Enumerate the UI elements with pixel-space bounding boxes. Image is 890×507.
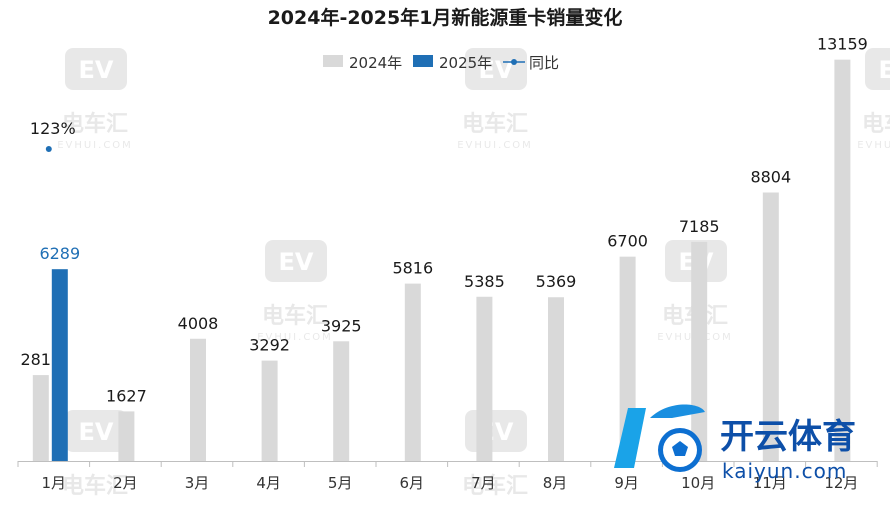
- bar-2024: [190, 338, 206, 461]
- x-axis: 1月 2月 3月 4月 5月 6月 7月 8月 9月 10月 11月 12月: [17, 461, 878, 492]
- data-label-2025: 6289: [39, 244, 80, 263]
- watermark-layer: EV 电车汇 EVHUI.COM EV 电车汇 EVHUI.COM EV 电车汇 EVHUI.C…: [57, 48, 890, 507]
- x-tick-label: 1月: [42, 474, 67, 492]
- legend: 2024年 2025年 同比: [323, 54, 559, 72]
- data-label-2024: 2817: [20, 350, 61, 369]
- x-tick-label: 4月: [256, 474, 281, 492]
- k-arm-shape: [650, 404, 705, 418]
- legend-label: 2025年: [439, 54, 492, 72]
- bar-2024: [691, 241, 708, 461]
- bar-2024: [261, 360, 278, 461]
- bar-2024: [762, 192, 779, 461]
- watermark-site: EVHUI.COM: [257, 332, 333, 343]
- watermark-brand: 电车汇: [62, 111, 128, 137]
- x-tick-label: 11月: [753, 474, 787, 492]
- data-label-2024: 5385: [464, 272, 505, 291]
- data-label-2024: 5816: [392, 259, 433, 278]
- watermark-site: EVHUI.COM: [857, 140, 890, 151]
- data-label-2024: 7185: [679, 217, 720, 236]
- x-tick-label: 2月: [113, 474, 138, 492]
- bars-layer: 2817 6289 123% 1627 4008 3292 3925 5816 5385 5369…: [20, 35, 868, 461]
- bar-2024: [834, 59, 851, 461]
- watermark-logo: EV: [479, 56, 514, 84]
- bar-2024: [118, 411, 135, 461]
- legend-label: 2024年: [349, 54, 402, 72]
- yoy-point: [45, 146, 52, 152]
- x-tick-label: 9月: [614, 474, 639, 492]
- watermark-brand: 电车汇: [462, 473, 528, 499]
- watermark-logo: EV: [79, 418, 114, 446]
- k-soccer-ball-icon: [614, 404, 705, 472]
- watermark-logo: EV: [279, 248, 314, 276]
- x-tick-label: 10月: [681, 474, 715, 492]
- watermark-logo-box: [865, 48, 890, 90]
- x-tick-label: 8月: [543, 474, 568, 492]
- x-tick-label: 7月: [471, 474, 496, 492]
- watermark-logo-box: [65, 410, 127, 452]
- bar-2024: [333, 341, 350, 461]
- watermark-site: EVHUI.COM: [457, 140, 533, 151]
- k-stroke-shape: [614, 408, 646, 468]
- watermark-site: EVHUI.COM: [57, 140, 133, 151]
- ball-patch: [672, 441, 688, 456]
- legend-label: 同比: [529, 54, 559, 72]
- bar-2025: [51, 269, 68, 461]
- data-label-2024: 1627: [106, 386, 147, 405]
- bar-2024: [548, 297, 564, 461]
- brand-name: 开云体育: [720, 417, 856, 457]
- legend-item: 同比: [503, 54, 559, 72]
- data-label-2024: 3925: [321, 316, 362, 335]
- x-tick-label: 12月: [824, 474, 858, 492]
- watermark-brand: 电车汇: [62, 473, 128, 499]
- legend-item: 2025年: [413, 54, 492, 72]
- data-label-2024: 13159: [817, 35, 868, 54]
- bar-2024: [32, 375, 49, 461]
- x-tick-label: 3月: [185, 474, 210, 492]
- legend-swatch: [323, 55, 343, 67]
- watermark-logo-box: [265, 240, 327, 282]
- brand-site: kaiyun.com: [722, 459, 847, 483]
- watermark: EV 电车汇 EVHUI.COM: [57, 48, 133, 151]
- watermark: EV 电车汇 EVHUI.COM: [257, 240, 333, 343]
- watermark-logo: EV: [79, 56, 114, 84]
- watermark-brand: 电车汇: [862, 111, 890, 137]
- legend-swatch-marker: [511, 59, 517, 65]
- bar-2024: [404, 283, 421, 461]
- data-label-2024: 4008: [178, 314, 219, 333]
- data-label-2024: 5369: [536, 272, 577, 291]
- x-tick-label: 5月: [328, 474, 353, 492]
- data-label-2024: 6700: [607, 232, 648, 251]
- legend-item: 2024年: [323, 54, 402, 72]
- data-label-2024: 8804: [750, 167, 791, 186]
- legend-swatch: [413, 55, 433, 67]
- bar-2024: [476, 296, 493, 461]
- watermark-logo: EV: [879, 56, 890, 84]
- x-tick-label: 6月: [400, 474, 425, 492]
- watermark-logo-box: [465, 48, 527, 90]
- watermark-brand: 电车汇: [462, 111, 528, 137]
- watermark: EV 电车汇 EVHUI.COM: [457, 48, 533, 151]
- data-label-2024: 3292: [249, 336, 290, 355]
- chart-title: 2024年-2025年1月新能源重卡销量变化: [268, 6, 623, 29]
- yoy-label: 123%: [30, 119, 76, 138]
- watermark-logo-box: [65, 48, 127, 90]
- watermark: EV 电车汇 EVHUI.COM: [857, 48, 890, 151]
- watermark-brand: 电车汇: [262, 303, 328, 329]
